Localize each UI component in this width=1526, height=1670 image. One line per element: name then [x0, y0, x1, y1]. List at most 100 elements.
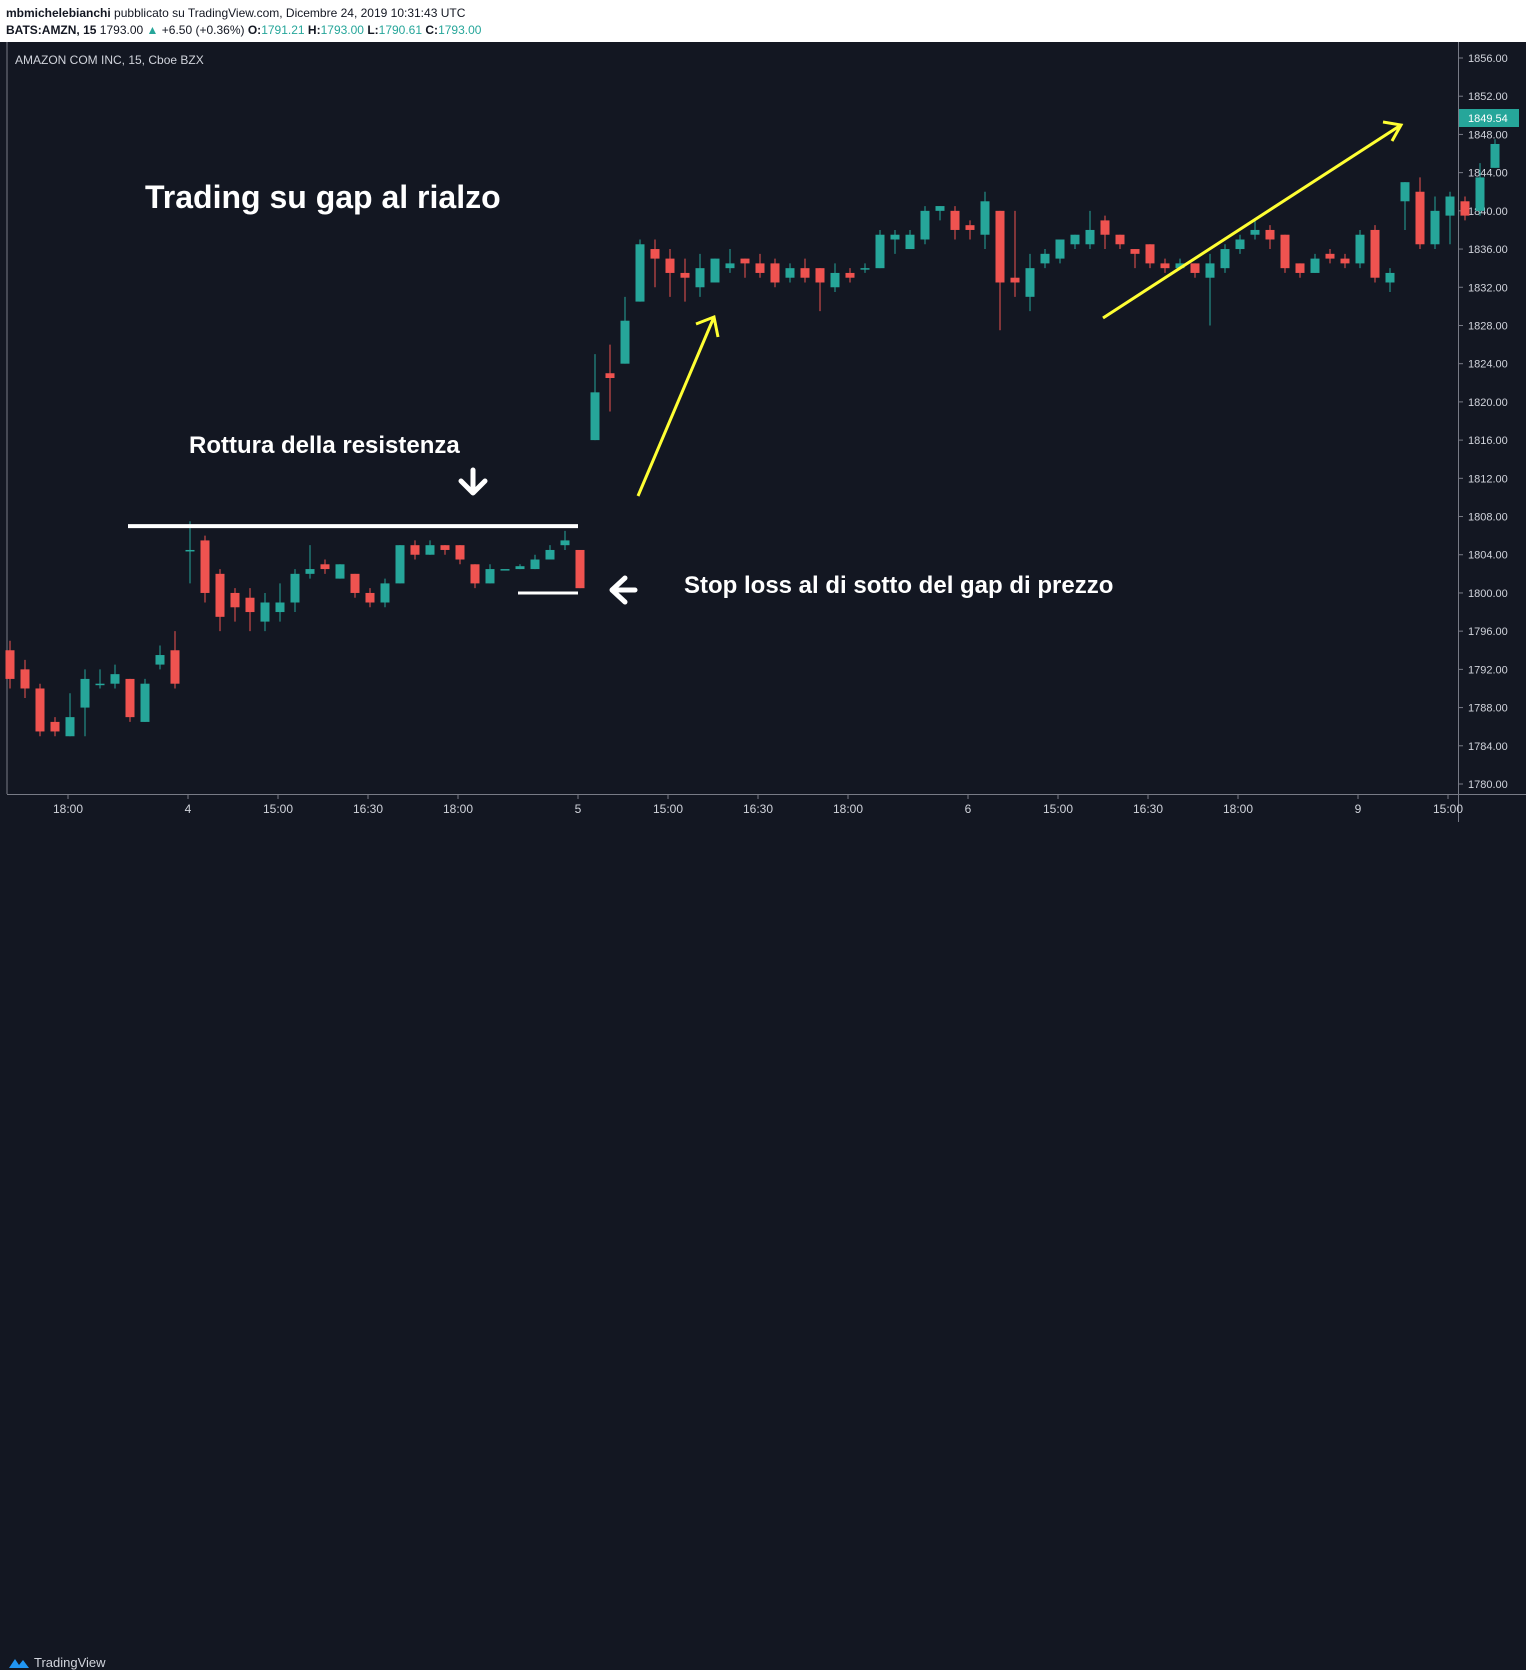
- candle-body: [890, 234, 900, 240]
- candle-body: [1040, 253, 1050, 264]
- candle: [875, 229, 885, 269]
- candle: [650, 239, 660, 288]
- chart-title: AMAZON COM INC, 15, Cboe BZX: [15, 53, 204, 67]
- candle: [605, 344, 615, 412]
- candle: [1130, 249, 1140, 269]
- candle-body: [215, 573, 225, 617]
- yellow-arrow-icon[interactable]: [636, 314, 720, 497]
- x-tick-label: 18:00: [1223, 802, 1253, 816]
- time-axis[interactable]: 18:00 4 15:00 16:30 18:00 5 15:00 16:30 18:00 6 15…: [53, 794, 1463, 816]
- candle: [65, 693, 75, 737]
- candle-body: [755, 263, 765, 273]
- candle: [320, 559, 330, 574]
- candle: [980, 191, 990, 250]
- candle: [575, 549, 585, 589]
- candle-body: [740, 258, 750, 264]
- candle-body: [80, 678, 90, 708]
- candle: [740, 258, 750, 278]
- candle-body: [1160, 263, 1170, 269]
- y-tick-label: 1832.00: [1468, 282, 1508, 294]
- candle-body: [260, 602, 270, 622]
- candle: [5, 640, 15, 689]
- candle-body: [1445, 196, 1455, 216]
- y-tick-label: 1780.00: [1468, 779, 1508, 791]
- y-tick-label: 1792.00: [1468, 664, 1508, 676]
- candle-body: [1340, 258, 1350, 264]
- y-tick-label: 1828.00: [1468, 320, 1508, 332]
- price-axis[interactable]: 1780.00 1784.00 1788.00 1792.00 1796.00 1800.…: [1458, 53, 1508, 791]
- candle-body: [1370, 229, 1380, 278]
- candle-body: [1355, 234, 1365, 264]
- tradingview-brand[interactable]: TradingView: [34, 1655, 106, 1670]
- candle-body: [1280, 234, 1290, 269]
- x-tick-label: 18:00: [833, 802, 863, 816]
- candle-body: [995, 210, 1005, 283]
- x-tick-label: 18:00: [443, 802, 473, 816]
- last-price: 1793.00: [99, 23, 144, 37]
- candle-body: [335, 564, 345, 579]
- candle-body: [920, 210, 930, 240]
- high-label: H:: [307, 23, 321, 37]
- candle-body: [365, 592, 375, 603]
- candle-body: [530, 559, 540, 570]
- candle-body: [1055, 239, 1065, 259]
- candle-body: [800, 268, 810, 278]
- y-tick-label: 1804.00: [1468, 550, 1508, 562]
- candle: [335, 564, 345, 579]
- candle: [1010, 210, 1020, 297]
- candle: [1220, 244, 1230, 273]
- x-tick-label: 18:00: [53, 802, 83, 816]
- candle-body: [575, 549, 585, 589]
- price-chart[interactable]: AMAZON COM INC, 15, Cboe BZX 1780.00 1784…: [0, 42, 1526, 822]
- x-tick-label: 5: [575, 802, 582, 816]
- candle-body: [845, 272, 855, 278]
- y-tick-label: 1784.00: [1468, 741, 1508, 753]
- candle: [950, 206, 960, 240]
- candle: [1280, 234, 1290, 273]
- candle: [170, 631, 180, 689]
- candle: [1100, 215, 1110, 250]
- candle-body: [680, 272, 690, 278]
- candle-body: [725, 263, 735, 269]
- author-name[interactable]: mbmichelebianchi: [6, 6, 111, 20]
- symbol-label[interactable]: BATS:AMZN, 15: [6, 23, 97, 37]
- candle: [1235, 234, 1245, 254]
- candle-body: [1295, 263, 1305, 273]
- candle-body: [470, 564, 480, 584]
- footer: TradingView: [0, 822, 1526, 1670]
- candle: [350, 573, 360, 598]
- x-tick-label: 16:30: [743, 802, 773, 816]
- y-tick-label: 1852.00: [1468, 91, 1508, 103]
- candle-body: [830, 272, 840, 288]
- candle: [1190, 263, 1200, 278]
- candle: [1265, 225, 1275, 250]
- y-tick-label: 1836.00: [1468, 244, 1508, 256]
- candle-body: [1415, 191, 1425, 245]
- candle-body: [1010, 277, 1020, 283]
- annotation-title: Trading su gap al rialzo: [145, 179, 501, 215]
- candle: [35, 683, 45, 737]
- candle: [80, 669, 90, 737]
- candle-body: [380, 583, 390, 603]
- candle: [95, 669, 105, 689]
- candle: [1070, 234, 1080, 250]
- candle: [1325, 249, 1335, 264]
- candle-body: [1220, 249, 1230, 269]
- candle-body: [290, 573, 300, 603]
- candle: [455, 545, 465, 565]
- candle: [1055, 239, 1065, 264]
- candle: [755, 253, 765, 278]
- candle-body: [965, 225, 975, 230]
- candle-body: [95, 683, 105, 686]
- candle: [1370, 225, 1380, 283]
- candle-body: [245, 597, 255, 613]
- yellow-arrow-icon[interactable]: [1102, 120, 1404, 320]
- y-tick-label: 1844.00: [1468, 168, 1508, 180]
- candle-body: [950, 210, 960, 230]
- open-value: 1791.21: [261, 23, 305, 37]
- candle-body: [1430, 210, 1440, 245]
- candle: [305, 545, 315, 579]
- candle-body: [860, 268, 870, 270]
- candle-body: [230, 592, 240, 608]
- tradingview-logo-icon: [9, 1659, 29, 1668]
